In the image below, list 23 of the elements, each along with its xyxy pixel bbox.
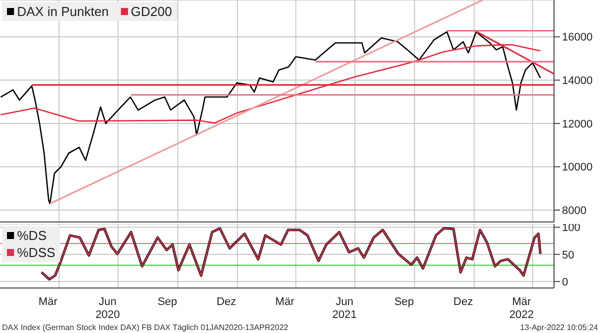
x-tick-label: Mär bbox=[275, 296, 295, 308]
x-tick-label: Sep bbox=[394, 296, 414, 308]
x-tick-label: Mär bbox=[38, 296, 58, 308]
x-tick-label: Sep bbox=[158, 296, 178, 308]
text: DAX Index (German Stock Index DAX) FB DAX Täglich 01JAN2020-13APR2022 bbox=[2, 323, 288, 332]
legend-label: GD200 bbox=[130, 4, 172, 19]
x-tick-label: Dez bbox=[453, 296, 473, 308]
text: 13-Apr-2022 10:05:24 bbox=[520, 323, 598, 332]
x-tick-label: Mär 2022 bbox=[509, 296, 534, 321]
y-tick-label: 14000 bbox=[562, 75, 593, 88]
y-tick-label: 50 bbox=[562, 249, 574, 262]
y-tick-label: 10000 bbox=[562, 162, 593, 174]
legend-label: DAX in Punkten bbox=[17, 4, 109, 19]
legend-label: %DSS bbox=[17, 245, 56, 260]
y-tick-label: 0 bbox=[562, 276, 568, 288]
y-tick-label: 16000 bbox=[562, 32, 593, 44]
y-tick-label: 8000 bbox=[562, 204, 586, 217]
line-series bbox=[0, 31, 542, 204]
legend-label: %DS bbox=[17, 228, 47, 243]
x-tick-label: Dez bbox=[216, 296, 236, 308]
x-tick-label: Jun 2021 bbox=[332, 296, 357, 321]
y-tick-label: 12000 bbox=[562, 118, 593, 130]
x-tick-label: Jun 2020 bbox=[95, 296, 120, 321]
